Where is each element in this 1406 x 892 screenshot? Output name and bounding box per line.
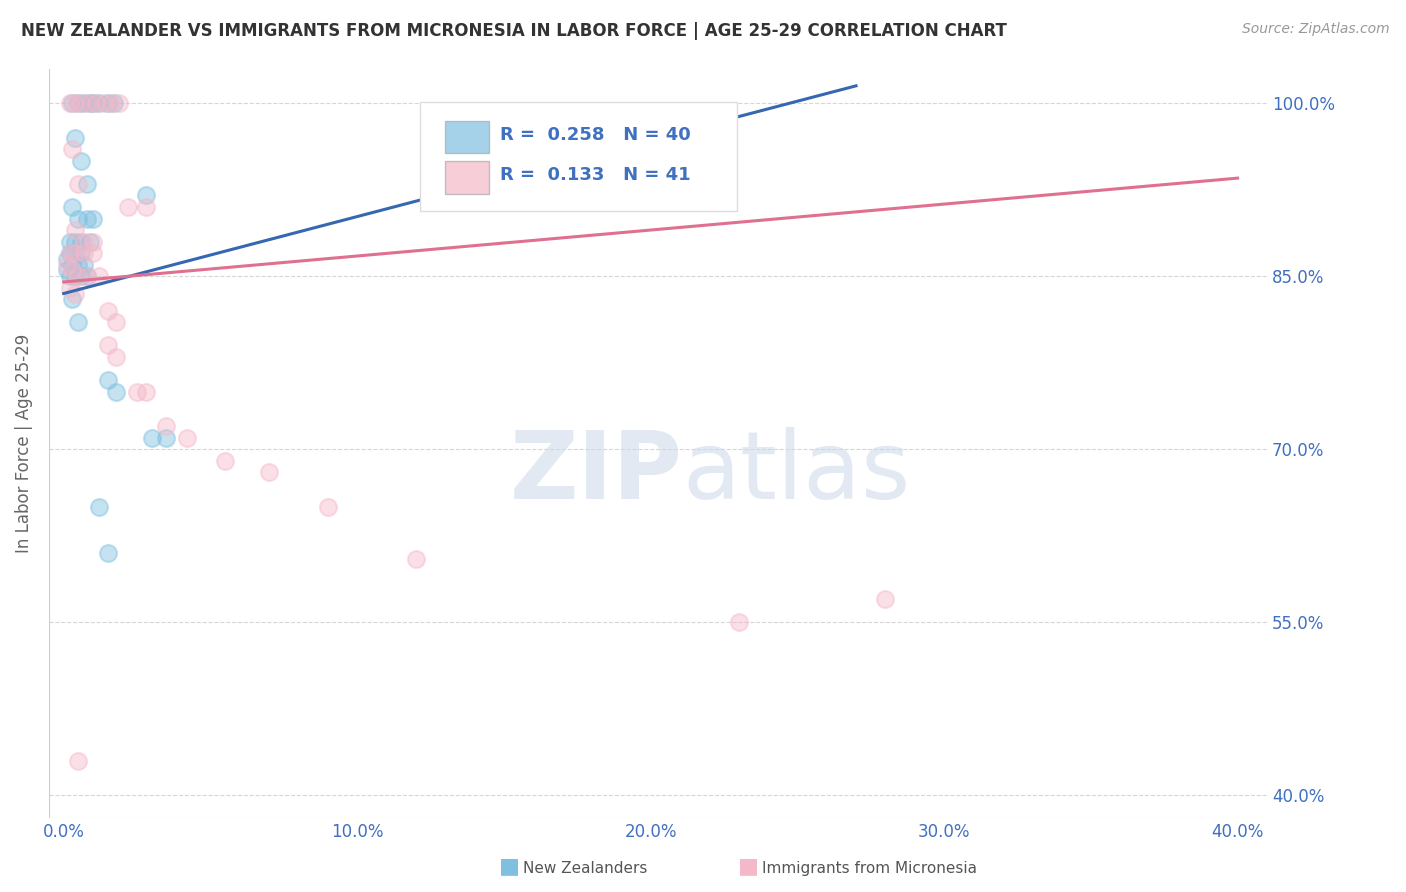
- FancyBboxPatch shape: [444, 161, 489, 194]
- Point: [135, 188, 157, 202]
- Point: [135, 200, 157, 214]
- Point: [141, 431, 163, 445]
- Text: ZIP: ZIP: [509, 427, 682, 519]
- Point: [82, 211, 104, 226]
- FancyBboxPatch shape: [444, 121, 489, 153]
- Point: [65, 286, 87, 301]
- Point: [65, 96, 87, 111]
- Point: [55, 252, 77, 266]
- Point: [58, 246, 80, 260]
- Point: [105, 350, 128, 364]
- Point: [316, 500, 339, 514]
- Point: [82, 96, 104, 111]
- Point: [62, 258, 84, 272]
- Point: [117, 200, 139, 214]
- Text: ■: ■: [499, 856, 520, 876]
- Point: [84, 96, 107, 111]
- Point: [70, 235, 93, 249]
- Point: [87, 269, 110, 284]
- Point: [97, 338, 120, 352]
- Point: [58, 246, 80, 260]
- Point: [55, 263, 77, 277]
- Point: [97, 373, 120, 387]
- Point: [79, 235, 101, 249]
- Point: [58, 235, 80, 249]
- Point: [82, 246, 104, 260]
- Point: [62, 142, 84, 156]
- Point: [70, 153, 93, 168]
- Point: [62, 96, 84, 111]
- Text: Immigrants from Micronesia: Immigrants from Micronesia: [762, 861, 977, 876]
- Text: R =  0.133   N = 41: R = 0.133 N = 41: [499, 167, 690, 185]
- Point: [73, 246, 96, 260]
- Point: [103, 96, 125, 111]
- Point: [87, 500, 110, 514]
- Point: [108, 96, 131, 111]
- Y-axis label: In Labor Force | Age 25-29: In Labor Force | Age 25-29: [15, 334, 32, 553]
- Point: [58, 96, 80, 111]
- Point: [875, 592, 897, 607]
- Point: [727, 615, 749, 630]
- Point: [135, 384, 157, 399]
- Point: [55, 258, 77, 272]
- Point: [176, 431, 198, 445]
- Point: [105, 384, 128, 399]
- Point: [155, 431, 177, 445]
- Point: [58, 269, 80, 284]
- Point: [73, 235, 96, 249]
- Point: [79, 96, 101, 111]
- Point: [155, 419, 177, 434]
- Point: [97, 96, 120, 111]
- Point: [257, 466, 280, 480]
- Point: [87, 96, 110, 111]
- Point: [76, 177, 98, 191]
- Point: [65, 235, 87, 249]
- Point: [100, 96, 122, 111]
- Text: Source: ZipAtlas.com: Source: ZipAtlas.com: [1241, 22, 1389, 37]
- Point: [62, 263, 84, 277]
- Point: [214, 454, 236, 468]
- Point: [67, 258, 90, 272]
- Point: [105, 315, 128, 329]
- FancyBboxPatch shape: [420, 103, 737, 211]
- Point: [73, 258, 96, 272]
- Point: [82, 235, 104, 249]
- Point: [93, 96, 115, 111]
- Point: [97, 546, 120, 560]
- Point: [70, 246, 93, 260]
- Point: [67, 315, 90, 329]
- Point: [76, 269, 98, 284]
- Point: [76, 269, 98, 284]
- Point: [70, 96, 93, 111]
- Text: R =  0.258   N = 40: R = 0.258 N = 40: [499, 126, 690, 145]
- Point: [70, 269, 93, 284]
- Point: [97, 303, 120, 318]
- Text: NEW ZEALANDER VS IMMIGRANTS FROM MICRONESIA IN LABOR FORCE | AGE 25-29 CORRELATI: NEW ZEALANDER VS IMMIGRANTS FROM MICRONE…: [21, 22, 1007, 40]
- Point: [62, 293, 84, 307]
- Point: [73, 96, 96, 111]
- Point: [67, 269, 90, 284]
- Point: [76, 211, 98, 226]
- Point: [65, 246, 87, 260]
- Point: [67, 177, 90, 191]
- Point: [67, 96, 90, 111]
- Point: [65, 269, 87, 284]
- Point: [67, 211, 90, 226]
- Point: [65, 130, 87, 145]
- Point: [65, 246, 87, 260]
- Point: [79, 96, 101, 111]
- Point: [65, 223, 87, 237]
- Point: [405, 552, 427, 566]
- Point: [62, 200, 84, 214]
- Text: atlas: atlas: [682, 427, 911, 519]
- Text: New Zealanders: New Zealanders: [523, 861, 647, 876]
- Text: ■: ■: [738, 856, 759, 876]
- Point: [125, 384, 148, 399]
- Point: [58, 281, 80, 295]
- Point: [67, 754, 90, 768]
